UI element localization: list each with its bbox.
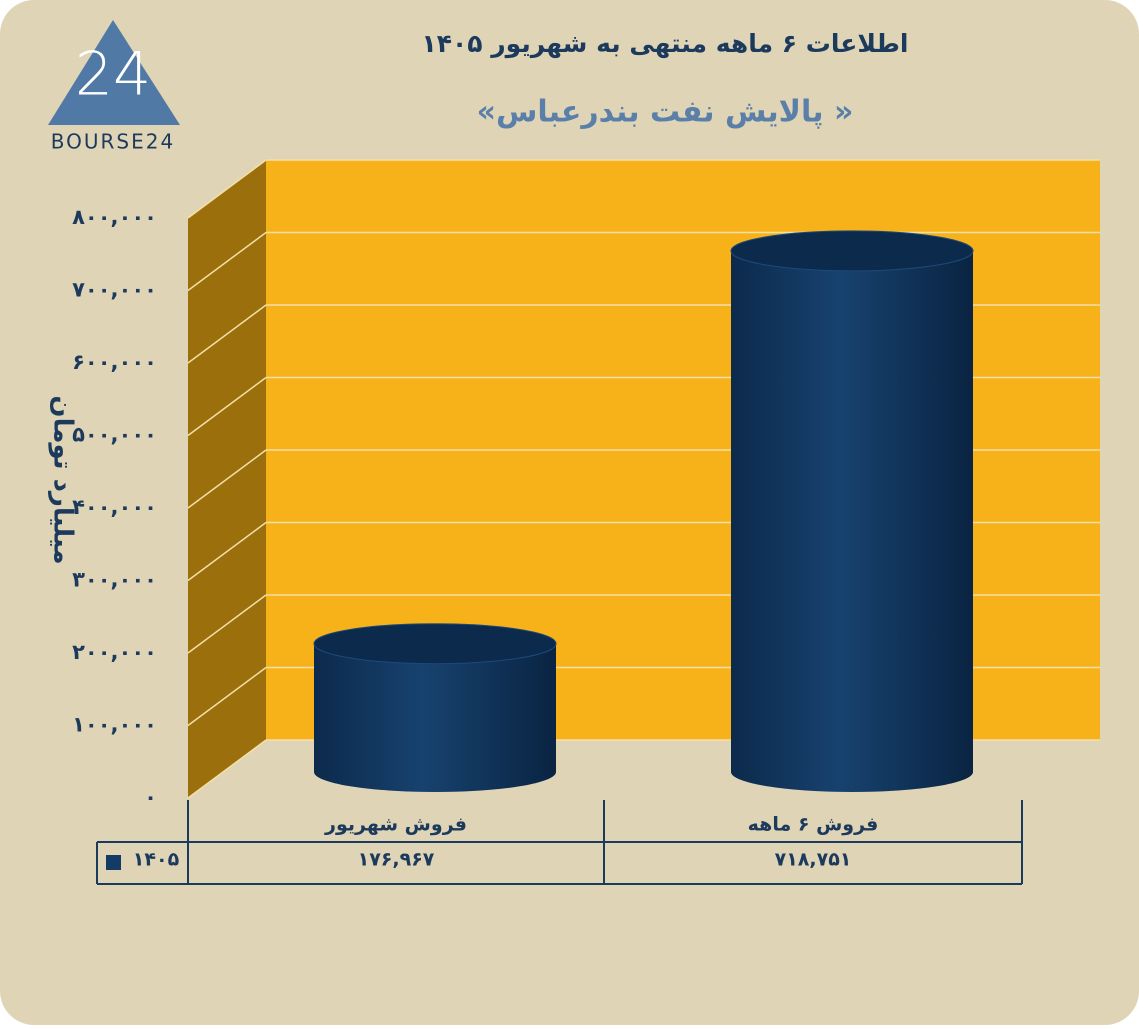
y-axis-label: میلیارد تومان [48, 395, 78, 564]
table-value: ۷۱۸,۷۵۱ [775, 849, 852, 871]
side-grid-line [187, 521, 267, 582]
side-grid-line [187, 304, 267, 364]
logo-text: BOURSE24 [51, 130, 175, 154]
logo-mark: 24 [75, 40, 151, 110]
y-tick-label: ۵۰۰,۰۰۰ [72, 423, 157, 447]
x-tick-label: فروش شهریور [324, 814, 467, 836]
logo-triangle [48, 20, 180, 125]
chart-subtitle: «پالایش نفت بندرعباس » [477, 95, 854, 130]
side-grid-line [187, 594, 267, 654]
table-value: ۱۷۶,۹۶۷ [358, 849, 435, 871]
side-grid-line [187, 666, 267, 727]
plot: ۰ ۱۰۰,۰۰۰ ۲۰۰,۰۰۰ ۳۰۰,۰۰۰ ۴۰۰,۰۰۰ ۵۰۰,۰۰۰ ۶۰۰,… [72, 159, 1100, 885]
y-tick-label: ۶۰۰,۰۰۰ [72, 350, 157, 374]
side-grid-line [187, 159, 267, 219]
bar-top [730, 230, 974, 272]
y-tick-label: ۳۰۰,۰۰۰ [72, 568, 157, 592]
bar-top [313, 623, 557, 665]
bar [314, 643, 556, 792]
bar [731, 250, 973, 792]
chart-title: اطلاعات ۶ ماهه منتهی به شهریور ۱۴۰۵ [422, 29, 909, 59]
logo: 24 BOURSE24 [48, 20, 180, 154]
y-tick-label: ۰ [144, 785, 157, 809]
side-grid-line [187, 449, 267, 509]
y-tick-label: ۲۰۰,۰۰۰ [72, 640, 157, 664]
side-grid-line [187, 739, 267, 799]
y-tick-label: ۱۰۰,۰۰۰ [72, 713, 157, 737]
side-grid-line [187, 231, 267, 292]
side-grid-line [187, 376, 267, 437]
legend-label: ۱۴۰۵ [133, 849, 180, 871]
y-tick-label: ۴۰۰,۰۰۰ [72, 495, 157, 519]
y-tick-label: ۷۰۰,۰۰۰ [72, 278, 157, 302]
y-tick-label: ۸۰۰,۰۰۰ [72, 205, 157, 229]
legend-swatch [106, 855, 121, 870]
x-tick-label: فروش ۶ ماهه [748, 814, 879, 836]
